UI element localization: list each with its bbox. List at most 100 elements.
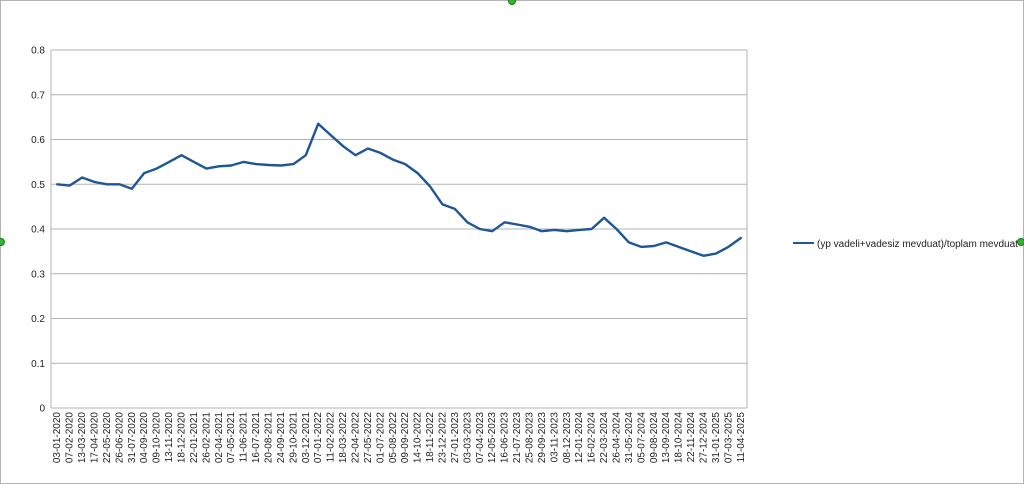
data-point bbox=[317, 123, 320, 125]
data-point bbox=[416, 172, 419, 174]
y-tick-label: 0 bbox=[39, 404, 45, 415]
data-point bbox=[740, 237, 742, 239]
x-tick-label: 26-06-2020 bbox=[114, 412, 125, 464]
x-tick-label: 09-09-2022 bbox=[400, 412, 411, 464]
data-point bbox=[205, 167, 208, 170]
x-tick-label: 20-08-2021 bbox=[264, 412, 275, 464]
x-tick-label: 03-01-2020 bbox=[52, 412, 63, 464]
x-tick-label: 17-04-2020 bbox=[90, 412, 101, 464]
x-tick-label: 04-09-2020 bbox=[139, 412, 150, 464]
x-tick-label: 07-03-2025 bbox=[723, 412, 734, 464]
data-point bbox=[404, 163, 407, 165]
data-point bbox=[466, 221, 469, 224]
data-point bbox=[566, 230, 568, 232]
data-point bbox=[628, 241, 630, 244]
y-tick-labels: 0 0.1 0.2 0.3 0.4 0.5 0.6 0.7 0.8 bbox=[31, 46, 45, 415]
data-point bbox=[379, 152, 382, 154]
x-tick-label: 21-07-2023 bbox=[512, 412, 523, 464]
legend-label: (yp vadeli+vadesiz mevduat)/toplam mevdu… bbox=[817, 239, 1018, 250]
data-point bbox=[329, 134, 332, 136]
resize-handle-right[interactable] bbox=[1017, 238, 1024, 246]
data-point bbox=[677, 246, 680, 248]
data-point bbox=[528, 226, 531, 228]
data-point bbox=[193, 161, 195, 163]
x-tick-label: 13-09-2024 bbox=[661, 412, 672, 464]
x-tick-labels: 03-01-2020 07-02-2020 13-03-2020 17-04-2020… bbox=[52, 412, 747, 464]
y-tick-label: 0.3 bbox=[31, 269, 45, 280]
x-tick-label: 18-12-2020 bbox=[177, 412, 188, 464]
x-tick-label: 03-12-2021 bbox=[301, 412, 312, 464]
x-tick-label: 05-08-2022 bbox=[388, 412, 399, 464]
data-point bbox=[68, 184, 71, 187]
data-point bbox=[367, 147, 369, 150]
data-point bbox=[429, 185, 431, 188]
x-tick-label: 07-04-2023 bbox=[475, 412, 486, 464]
data-point bbox=[342, 145, 344, 147]
data-point bbox=[615, 228, 618, 230]
x-tick-label: 18-11-2022 bbox=[425, 412, 436, 463]
x-tick-label: 03-03-2023 bbox=[462, 412, 473, 464]
x-tick-label: 16-07-2021 bbox=[251, 412, 262, 464]
legend: (yp vadeli+vadesiz mevduat)/toplam mevdu… bbox=[793, 239, 1018, 250]
x-tick-label: 26-04-2024 bbox=[612, 412, 623, 464]
data-point bbox=[479, 228, 481, 230]
series-layer bbox=[56, 122, 742, 257]
resize-handle-top[interactable] bbox=[508, 0, 516, 5]
data-point bbox=[653, 245, 655, 247]
x-tick-label: 11-04-2025 bbox=[736, 412, 747, 463]
x-tick-label: 22-01-2021 bbox=[189, 412, 200, 464]
x-tick-label: 07-01-2022 bbox=[313, 412, 324, 464]
x-tick-label: 18-10-2024 bbox=[674, 412, 685, 464]
data-point bbox=[640, 246, 643, 248]
y-tick-label: 0.8 bbox=[31, 46, 45, 57]
x-tick-label: 13-03-2020 bbox=[77, 412, 88, 464]
y-tick-label: 0.1 bbox=[31, 359, 45, 370]
data-point bbox=[665, 241, 667, 244]
x-tick-label: 18-03-2022 bbox=[338, 412, 349, 464]
x-tick-label: 09-10-2020 bbox=[152, 412, 163, 464]
data-point bbox=[702, 255, 705, 257]
data-point bbox=[255, 163, 257, 165]
data-point bbox=[354, 154, 357, 156]
data-point bbox=[541, 230, 543, 232]
data-point bbox=[603, 217, 605, 219]
data-point bbox=[218, 165, 220, 168]
data-point bbox=[280, 164, 282, 167]
data-point bbox=[454, 208, 456, 210]
data-point bbox=[155, 167, 158, 170]
x-tick-label: 07-05-2021 bbox=[226, 412, 237, 464]
x-tick-label: 12-05-2023 bbox=[487, 412, 498, 464]
data-point bbox=[727, 246, 730, 248]
data-point bbox=[168, 161, 170, 163]
x-tick-label: 16-06-2023 bbox=[500, 412, 511, 464]
x-tick-label: 13-11-2020 bbox=[164, 412, 175, 463]
data-point bbox=[715, 252, 717, 255]
resize-handle-left[interactable] bbox=[0, 238, 5, 246]
x-tick-label: 03-11-2023 bbox=[549, 412, 560, 463]
data-point bbox=[392, 158, 394, 161]
x-tick-label: 07-02-2020 bbox=[65, 412, 76, 464]
x-tick-label: 29-10-2021 bbox=[288, 412, 299, 464]
x-tick-label: 22-11-2024 bbox=[686, 412, 697, 463]
x-tick-label: 25-08-2023 bbox=[525, 412, 536, 464]
x-tick-label: 14-10-2022 bbox=[413, 412, 424, 464]
data-point bbox=[230, 164, 232, 167]
x-tick-label: 27-12-2024 bbox=[699, 412, 710, 464]
data-point bbox=[305, 154, 307, 156]
data-point bbox=[516, 223, 518, 226]
data-point bbox=[503, 221, 506, 224]
y-tick-label: 0.4 bbox=[31, 225, 45, 236]
data-point bbox=[441, 203, 444, 206]
axes bbox=[50, 50, 748, 409]
x-tick-label: 24-09-2021 bbox=[276, 412, 287, 464]
y-tick-label: 0.6 bbox=[31, 135, 45, 146]
data-point bbox=[106, 183, 108, 186]
data-point bbox=[491, 230, 494, 232]
y-tick-label: 0.5 bbox=[31, 180, 45, 191]
x-tick-label: 12-01-2024 bbox=[574, 412, 585, 464]
x-tick-label: 27-01-2023 bbox=[450, 412, 461, 464]
x-tick-label: 31-07-2020 bbox=[127, 412, 138, 464]
gridlines bbox=[51, 49, 747, 364]
